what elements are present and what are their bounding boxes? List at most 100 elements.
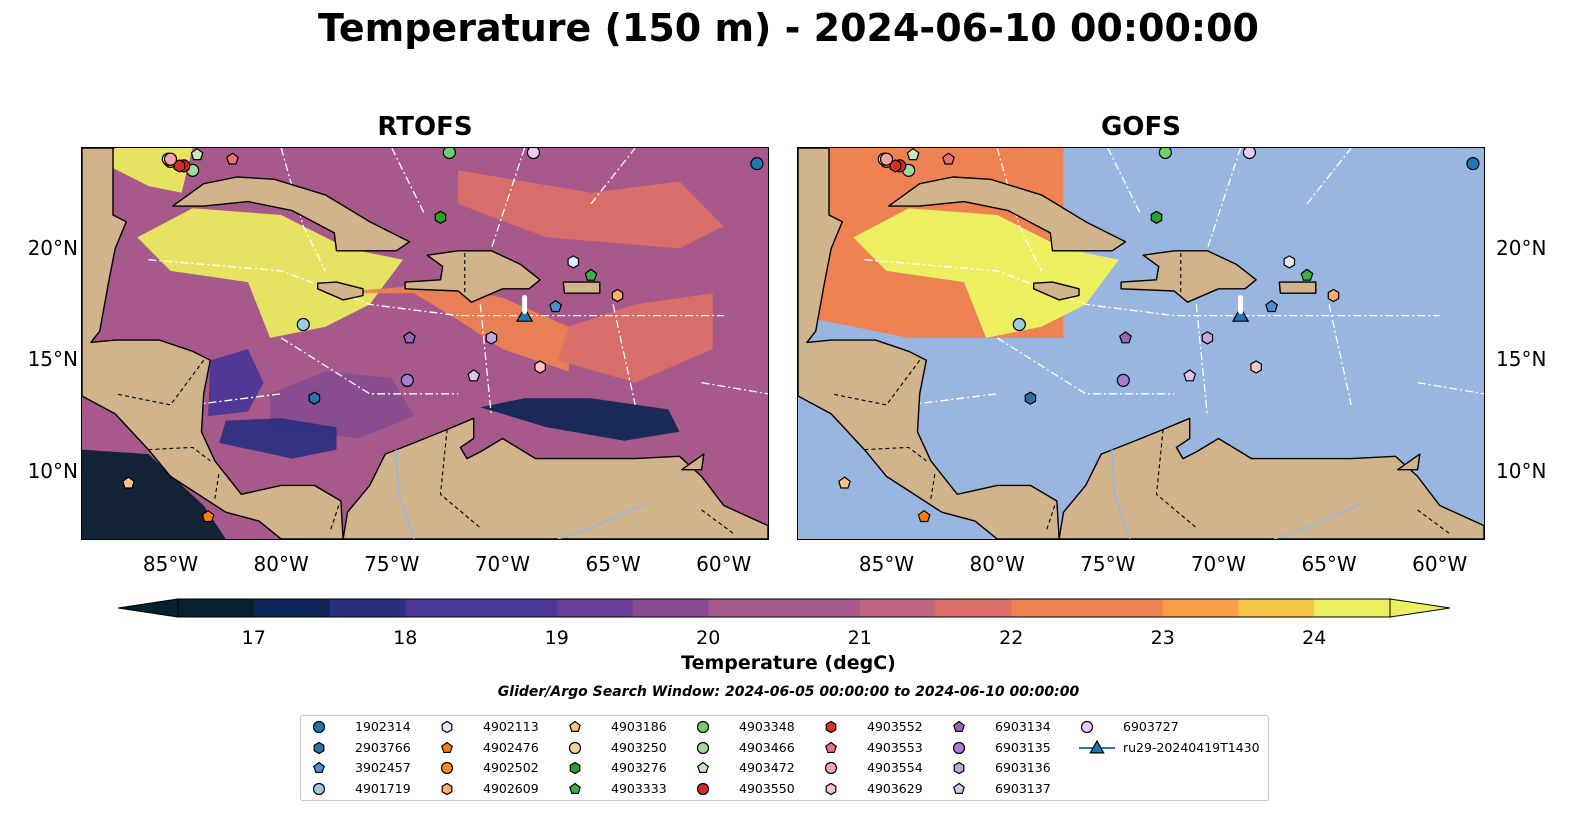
colorbar-tick-label: 17 — [241, 627, 266, 649]
legend-label: 4902502 — [483, 760, 539, 775]
colorbar-segment — [859, 599, 937, 617]
colorbar-segment — [1314, 599, 1391, 617]
pentagon-icon — [697, 761, 709, 773]
float-marker-4901719 — [296, 317, 310, 332]
float-marker-4903553 — [226, 152, 239, 165]
eez-boundary-line — [1306, 148, 1352, 205]
circle-icon — [440, 761, 454, 775]
float-marker-4903333 — [1300, 268, 1314, 281]
eez-boundary-line — [1206, 148, 1242, 249]
colorbar-segment — [253, 599, 331, 617]
legend-label: 4903472 — [739, 760, 795, 775]
land-central-america — [798, 148, 1060, 539]
land-cuba — [171, 176, 411, 252]
float-marker-4903629 — [1250, 360, 1262, 374]
float-marker-6903727 — [526, 148, 541, 160]
colorbar — [117, 598, 1451, 618]
legend-label: 2903766 — [355, 739, 411, 755]
float-markers — [838, 148, 1480, 523]
colorbar-extend-high — [1389, 598, 1451, 618]
x-tick-label: 60°W — [1412, 552, 1468, 576]
float-marker-4903186 — [122, 476, 135, 489]
colorbar-tick-label: 21 — [847, 627, 872, 649]
hexagon-icon — [825, 782, 837, 795]
temperature-field-warm-central — [325, 284, 569, 372]
legend-label: 3902457 — [355, 760, 411, 775]
float-marker-2903766 — [1024, 391, 1037, 405]
y-tick-label-left: 10°N — [27, 458, 78, 483]
x-tick-label: 80°W — [253, 552, 309, 576]
river — [1273, 502, 1363, 539]
pentagon-icon — [953, 720, 965, 732]
float-marker-6903137 — [467, 369, 481, 382]
colorbar-frame — [177, 598, 1391, 618]
float-marker-6903135 — [1116, 373, 1130, 387]
temperature-field-hot-cuba-yucatan — [137, 208, 403, 338]
hexagon-icon — [953, 761, 965, 775]
x-tick-label: 65°W — [585, 552, 641, 576]
land-south-america — [342, 417, 768, 539]
legend-label: 4903276 — [611, 760, 667, 775]
temperature-field-cool-shelf — [208, 349, 264, 417]
float-marker-4902113 — [1283, 255, 1296, 269]
legend-label: 4903250 — [611, 739, 667, 755]
y-tick-label-right: 20°N — [1496, 235, 1547, 260]
float-marker-6903134 — [1119, 331, 1132, 344]
pentagon-icon — [825, 741, 837, 753]
colorbar-label: Temperature (degC) — [681, 652, 896, 674]
y-tick-label-left: 15°N — [27, 347, 78, 372]
panel-title-gofs: GOFS — [1101, 112, 1181, 142]
eez-boundary-line — [280, 337, 459, 395]
float-marker-4903333 — [584, 268, 598, 281]
eez-boundary-line — [590, 148, 636, 205]
float-marker-2903766 — [308, 391, 321, 405]
float-marker-4902476 — [917, 509, 931, 523]
x-tick-label: 85°W — [858, 552, 915, 576]
x-tick-label: 85°W — [142, 552, 199, 576]
colorbar-tick-label: 18 — [393, 627, 418, 649]
figure-title: Temperature (150 m) - 2024-06-10 00:00:0… — [317, 6, 1259, 50]
eez-boundary-line — [612, 304, 636, 406]
float-marker-4903472 — [190, 148, 204, 161]
triangle-icon — [1079, 739, 1115, 753]
circle-icon — [696, 782, 710, 795]
river — [1111, 449, 1131, 539]
float-marker-4902609 — [1327, 288, 1340, 303]
land-jamaica — [1032, 281, 1080, 301]
float-marker-4903554 — [163, 152, 178, 166]
legend-label: 4903554 — [867, 760, 923, 775]
pentagon-icon — [953, 782, 965, 794]
float-markers — [122, 148, 764, 523]
eez-boundary-line — [908, 393, 998, 406]
hexagon-icon — [569, 761, 581, 775]
float-marker-4902609 — [611, 288, 624, 303]
colorbar-segment — [556, 599, 634, 617]
country-border — [439, 429, 481, 529]
colorbar-tick-label: 24 — [1302, 627, 1327, 649]
pentagon-icon — [569, 782, 581, 794]
colorbar-segment — [784, 599, 861, 617]
land-trinidad — [1397, 453, 1421, 471]
y-tick-label-left: 20°N — [27, 235, 78, 260]
legend-label: 4903553 — [867, 739, 923, 755]
eez-boundary-line — [148, 259, 724, 317]
float-marker-4903276 — [1150, 210, 1163, 224]
eez-boundary-line — [996, 148, 1042, 272]
panel-title-rtofs: RTOFS — [377, 112, 473, 142]
hexagon-icon — [825, 720, 837, 734]
country-border — [930, 471, 936, 499]
country-border — [864, 446, 927, 462]
float-marker-1902314 — [750, 157, 764, 171]
colorbar-extend-low — [117, 598, 179, 618]
float-marker-4902113 — [567, 255, 580, 269]
float-marker-4903348 — [1158, 148, 1172, 160]
eez-boundary-line — [280, 148, 326, 272]
country-border — [831, 359, 921, 406]
legend-label: 6903134 — [995, 719, 1051, 734]
river — [395, 449, 415, 539]
y-tick-label-right: 15°N — [1496, 347, 1547, 372]
legend-label: 4903186 — [611, 719, 667, 734]
pentagon-icon — [313, 761, 325, 773]
x-tick-label: 60°W — [696, 552, 752, 576]
legend-label: 6903727 — [1123, 719, 1179, 734]
